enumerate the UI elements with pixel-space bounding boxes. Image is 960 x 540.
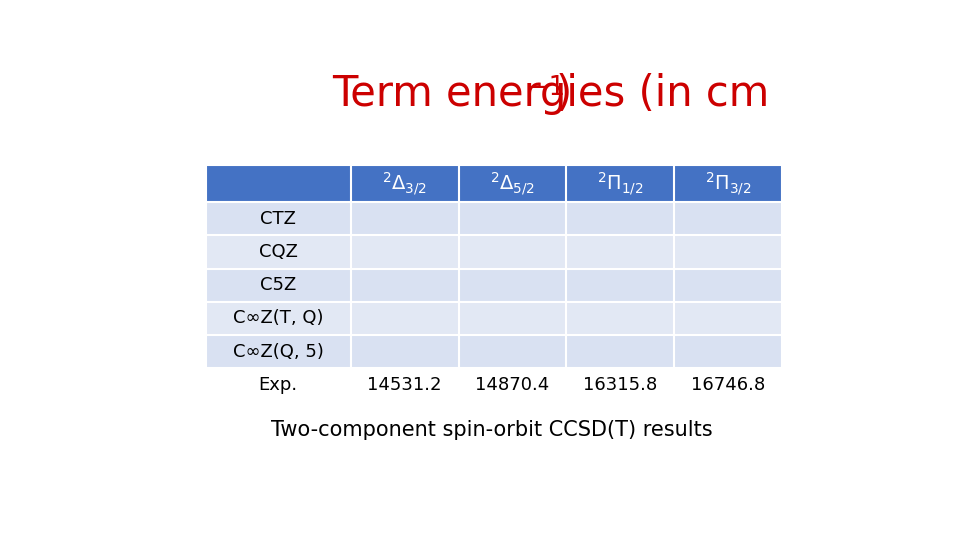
Text: 14870.4: 14870.4 bbox=[475, 376, 549, 394]
Text: ${}^{2}\Delta_{3/2}$: ${}^{2}\Delta_{3/2}$ bbox=[382, 170, 427, 197]
Bar bbox=[459, 302, 566, 335]
Bar bbox=[459, 268, 566, 302]
Bar bbox=[566, 268, 674, 302]
Bar bbox=[566, 202, 674, 235]
Bar bbox=[674, 368, 782, 402]
Bar bbox=[350, 202, 459, 235]
Bar bbox=[674, 268, 782, 302]
Bar bbox=[350, 368, 459, 402]
Bar bbox=[459, 335, 566, 368]
Bar bbox=[566, 335, 674, 368]
Bar bbox=[205, 368, 350, 402]
Bar bbox=[205, 268, 350, 302]
Bar bbox=[674, 202, 782, 235]
Text: Two-component spin-orbit CCSD(T) results: Two-component spin-orbit CCSD(T) results bbox=[271, 420, 713, 440]
Bar bbox=[566, 235, 674, 268]
Text: Exp.: Exp. bbox=[258, 376, 298, 394]
Text: CQZ: CQZ bbox=[258, 243, 298, 261]
Bar bbox=[459, 368, 566, 402]
Bar bbox=[350, 235, 459, 268]
Text: C5Z: C5Z bbox=[260, 276, 297, 294]
Bar bbox=[205, 235, 350, 268]
Bar bbox=[205, 165, 350, 202]
Bar bbox=[350, 268, 459, 302]
Bar bbox=[205, 335, 350, 368]
Text: ): ) bbox=[555, 73, 571, 116]
Bar bbox=[566, 368, 674, 402]
Text: 16315.8: 16315.8 bbox=[584, 376, 658, 394]
Bar bbox=[566, 302, 674, 335]
Bar bbox=[350, 165, 459, 202]
Bar bbox=[350, 335, 459, 368]
Text: C∞Z(Q, 5): C∞Z(Q, 5) bbox=[232, 343, 324, 361]
Bar bbox=[674, 235, 782, 268]
Text: 16746.8: 16746.8 bbox=[691, 376, 765, 394]
Text: −1: −1 bbox=[527, 75, 565, 101]
Bar bbox=[205, 302, 350, 335]
Bar bbox=[350, 302, 459, 335]
Bar bbox=[674, 302, 782, 335]
Text: ${}^{2}\Delta_{5/2}$: ${}^{2}\Delta_{5/2}$ bbox=[490, 170, 535, 197]
Text: ${}^{2}\Pi_{3/2}$: ${}^{2}\Pi_{3/2}$ bbox=[705, 170, 752, 197]
Bar bbox=[674, 165, 782, 202]
Text: CTZ: CTZ bbox=[260, 210, 296, 228]
Bar bbox=[459, 165, 566, 202]
Bar bbox=[205, 202, 350, 235]
Text: 14531.2: 14531.2 bbox=[368, 376, 442, 394]
Text: C∞Z(T, Q): C∞Z(T, Q) bbox=[233, 309, 324, 327]
Bar bbox=[566, 165, 674, 202]
Bar bbox=[459, 202, 566, 235]
Text: ${}^{2}\Pi_{1/2}$: ${}^{2}\Pi_{1/2}$ bbox=[597, 170, 643, 197]
Bar bbox=[674, 335, 782, 368]
Bar bbox=[459, 235, 566, 268]
Text: Term energies (in cm: Term energies (in cm bbox=[332, 73, 769, 116]
